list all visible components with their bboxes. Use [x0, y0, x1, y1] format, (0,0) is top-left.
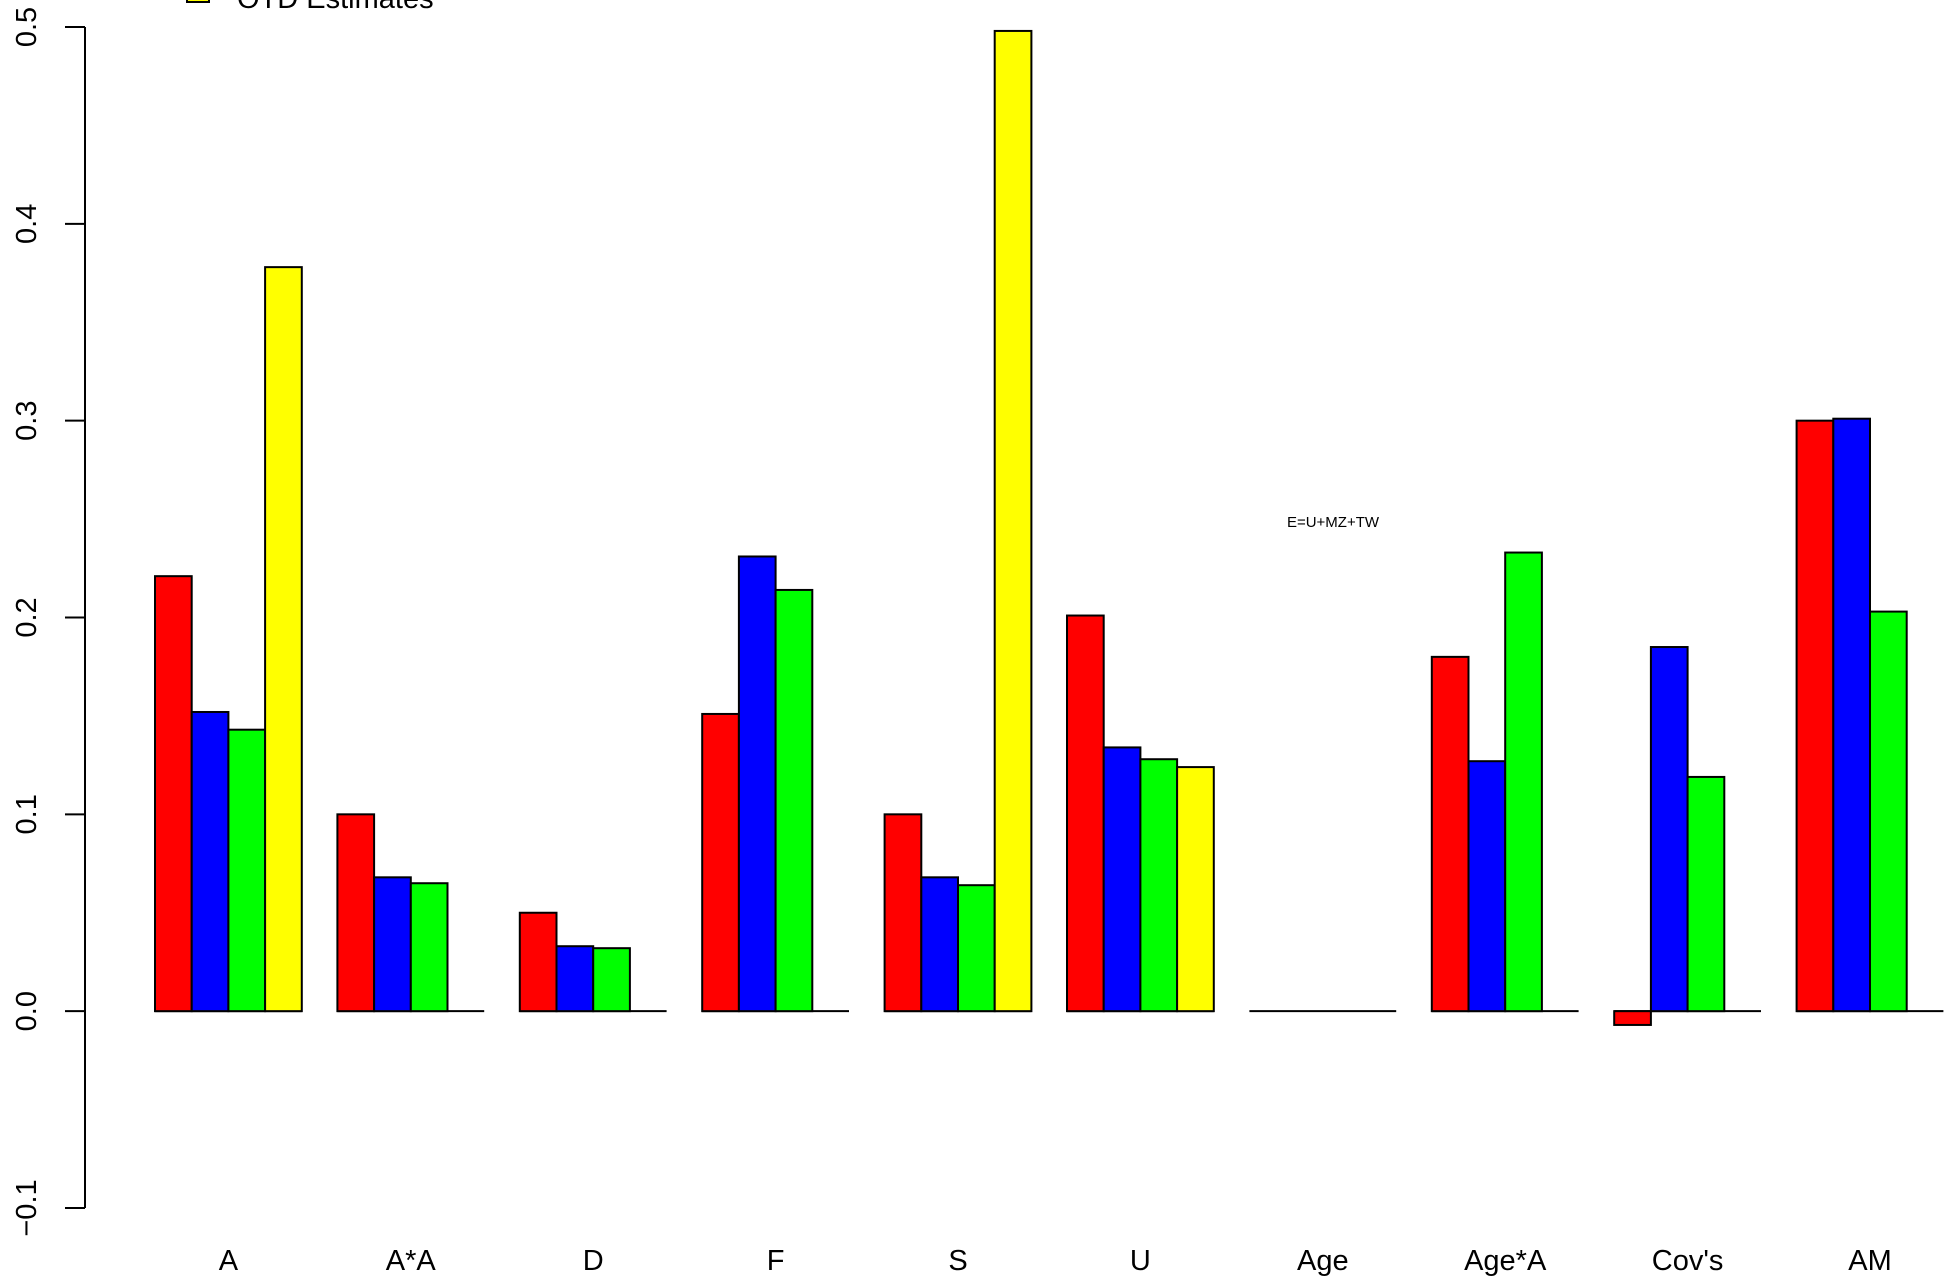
bar	[1869, 610, 1908, 1013]
bar	[883, 813, 923, 1013]
y-tick-label: −0.1	[11, 1179, 43, 1236]
bar	[1649, 646, 1689, 1013]
category-label: Cov's	[1652, 1245, 1724, 1277]
category-label: A	[219, 1245, 239, 1277]
bar	[993, 29, 1033, 1013]
bar	[1176, 766, 1215, 1013]
bar	[774, 588, 814, 1013]
bar	[737, 555, 777, 1013]
bar	[264, 266, 303, 1013]
legend-label: OTD Estimates	[237, 0, 434, 15]
category-labels: A A*A D F S U Age Age*A Cov's AM	[219, 1245, 1892, 1277]
legend: OTD Estimates	[186, 0, 434, 15]
bar	[336, 813, 376, 1013]
bar	[957, 884, 996, 1013]
bar	[1504, 551, 1543, 1013]
bar	[1102, 746, 1142, 1013]
category-label: F	[767, 1245, 785, 1277]
legend-swatch	[186, 0, 210, 3]
y-tick-label: 0.4	[11, 204, 43, 244]
bar	[373, 876, 412, 1013]
y-tick-label: 0.2	[11, 597, 43, 637]
category-label: S	[948, 1245, 967, 1277]
bar	[1613, 1010, 1652, 1026]
y-tick-label: 0.5	[11, 7, 43, 47]
y-axis: −0.1 0.0 0.1 0.2 0.3 0.4 0.5	[11, 7, 86, 1237]
bar	[409, 882, 449, 1013]
category-label: U	[1130, 1245, 1151, 1277]
bar	[1686, 775, 1726, 1013]
category-label: AM	[1848, 1245, 1892, 1277]
bar	[701, 712, 740, 1013]
bar	[1795, 419, 1835, 1013]
y-tick-label: 0.0	[11, 991, 43, 1031]
bar	[1832, 417, 1872, 1013]
bar	[518, 911, 558, 1013]
bar	[592, 947, 631, 1013]
y-tick-label: 0.1	[11, 794, 43, 834]
category-label: Age	[1297, 1245, 1349, 1277]
annotation-text: E=U+MZ+TW	[1287, 514, 1380, 531]
bar	[227, 728, 267, 1013]
category-label: A*A	[386, 1245, 437, 1277]
bars	[154, 29, 1908, 1026]
y-tick-label: 0.3	[11, 401, 43, 441]
category-label: Age*A	[1464, 1245, 1547, 1277]
category-label: D	[583, 1245, 604, 1277]
bar	[1430, 655, 1470, 1013]
bar	[1139, 758, 1179, 1013]
bar	[154, 575, 193, 1013]
bar	[1467, 760, 1507, 1013]
bar	[190, 710, 230, 1013]
bar	[1066, 614, 1105, 1013]
bar	[920, 876, 959, 1013]
bar	[555, 945, 595, 1013]
